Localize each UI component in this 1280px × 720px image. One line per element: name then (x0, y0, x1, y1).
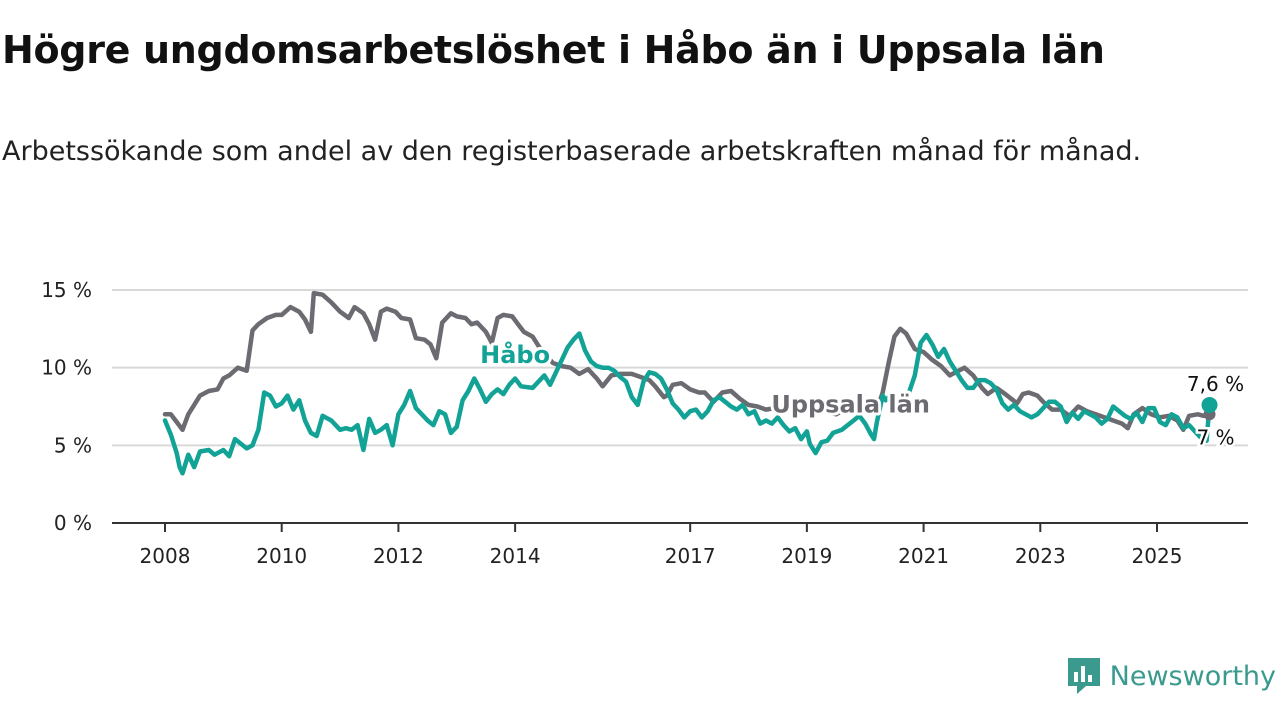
x-tick-label: 2025 (1132, 544, 1183, 568)
x-tick-label: 2017 (665, 544, 716, 568)
brand-logo: Newsworthy (1066, 656, 1276, 696)
chart-subtitle: Arbetssökande som andel av den registerb… (2, 136, 1142, 167)
y-tick-label: 0 % (54, 511, 92, 535)
x-tick-label: 2010 (256, 544, 307, 568)
end-point-habo (1201, 396, 1218, 413)
x-axis-ticks: 2008 2010 2012 2014 2017 2019 2021 2023 2025 (140, 523, 1183, 568)
y-tick-label: 15 % (41, 278, 92, 302)
series-label-uppsala-lan: Uppsala län (771, 391, 930, 419)
series-lines (162, 290, 1218, 476)
x-tick-label: 2023 (1015, 544, 1066, 568)
brand-name: Newsworthy (1109, 660, 1276, 692)
y-axis-ticks: 0 % 5 % 10 % 15 % (41, 278, 92, 535)
x-tick-label: 2008 (140, 544, 191, 568)
series-label-habo: Håbo (480, 340, 550, 369)
x-tick-label: 2014 (490, 544, 541, 568)
x-tick-label: 2012 (373, 544, 424, 568)
series-line-habo (162, 331, 1212, 476)
grid-lines (112, 289, 1248, 524)
series-line-uppsala-lan (162, 290, 1212, 433)
line-chart: 0 %5 %10 %15 % 2008 2010 2012 2014 2017 2019 2… (41, 278, 1248, 568)
series-labels: Uppsala län 7 % Håbo 7,6 % (477, 337, 1246, 452)
x-tick-label: 2019 (781, 544, 832, 568)
end-value-uppsala-lan: 7 % (1196, 425, 1234, 449)
y-tick-label: 5 % (54, 433, 92, 457)
x-tick-label: 2021 (898, 544, 949, 568)
newsworthy-icon (1067, 658, 1100, 694)
y-tick-label: 10 % (41, 356, 92, 380)
end-value-habo: 7,6 % (1187, 372, 1244, 396)
chart-title: Högre ungdomsarbetslöshet i Håbo än i Up… (2, 28, 1105, 72)
